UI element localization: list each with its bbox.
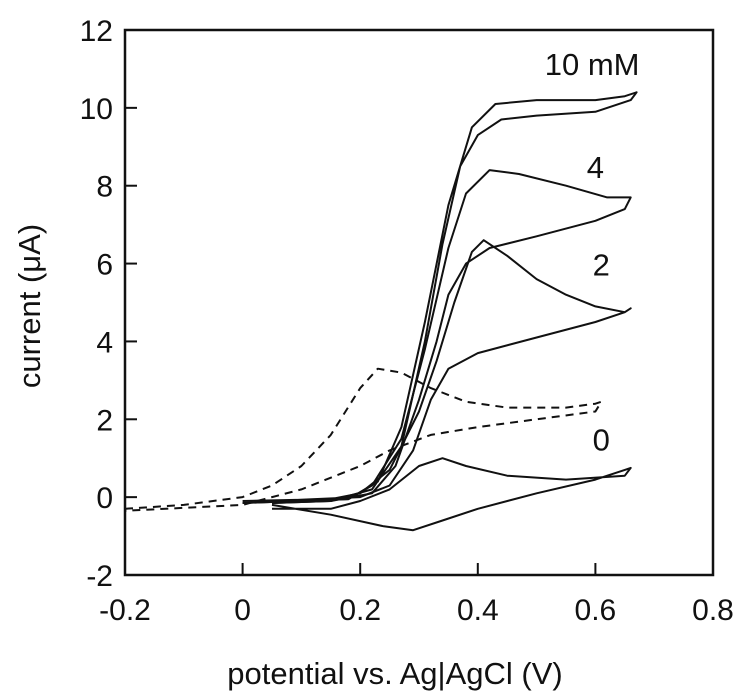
data-curves [124,91,638,532]
curve-label: 10 mM [545,47,640,82]
plot-frame [123,28,715,577]
x-tick-label: 0.6 [575,594,617,627]
y-tick-label: 2 [96,404,113,437]
curve-label: 2 [593,247,610,282]
curve-label: 0 [593,422,610,457]
y-tick-label: 8 [96,171,113,204]
x-tick-label: 0.2 [339,594,381,627]
x-tick-label: -0.2 [99,594,151,627]
y-tick-label: 6 [96,249,113,282]
x-tick-label: 0.4 [457,594,499,627]
series-curve-3 [242,91,638,504]
y-axis-title: current (μA) [12,224,47,388]
y-tick-label: 10 [80,93,113,126]
x-tick-label: 0 [234,594,251,627]
axis-ticks: -0.2 0 0.2 0.4 0.6 0.8 -2 0 2 4 6 8 10 12 [80,15,734,627]
series-curve-1 [242,239,632,502]
y-tick-label: 4 [96,326,113,359]
series-curve-0 [271,457,632,532]
curve-labels: 10 mM 4 2 0 [545,47,640,458]
y-tick-label: -2 [86,560,113,593]
y-tick-label: 12 [80,15,113,48]
x-tick-label: 0.8 [692,594,734,627]
series-curve-2 [242,169,632,504]
y-tick-label: 0 [96,482,113,515]
series-curve-4 [124,367,603,512]
curve-label: 4 [587,150,604,185]
x-axis-title: potential vs. Ag|AgCl (V) [227,656,562,691]
